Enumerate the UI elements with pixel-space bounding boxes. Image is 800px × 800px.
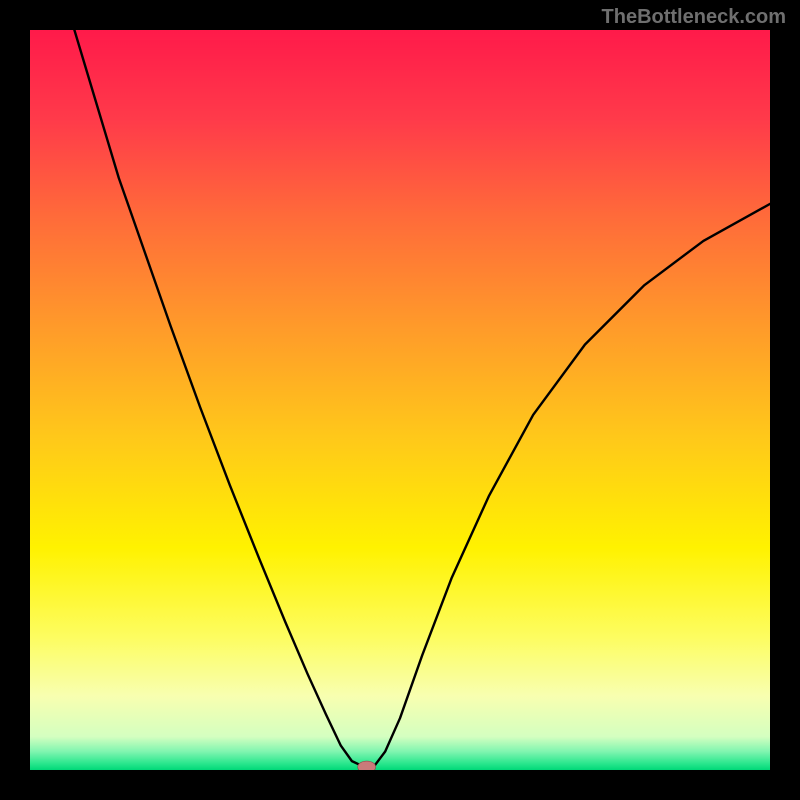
plot-area (30, 30, 770, 770)
watermark-text: TheBottleneck.com (602, 6, 786, 29)
chart-frame: TheBottleneck.com (0, 0, 800, 800)
gradient-background (30, 30, 770, 770)
plot-svg (30, 30, 770, 770)
